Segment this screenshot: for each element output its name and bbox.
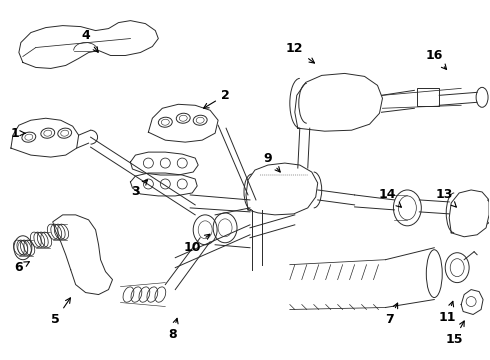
Text: 13: 13 — [436, 188, 456, 207]
Text: 5: 5 — [51, 298, 71, 326]
Text: 2: 2 — [204, 89, 229, 108]
Text: 11: 11 — [439, 301, 456, 324]
Text: 3: 3 — [131, 180, 147, 198]
Text: 9: 9 — [264, 152, 280, 172]
Text: 15: 15 — [445, 321, 464, 346]
Bar — [417, 88, 439, 106]
Text: 4: 4 — [81, 29, 98, 52]
Text: 8: 8 — [168, 318, 178, 341]
Text: 1: 1 — [10, 127, 25, 140]
Text: 14: 14 — [379, 188, 401, 207]
Text: 16: 16 — [426, 49, 446, 69]
Text: 7: 7 — [385, 303, 397, 326]
Text: 6: 6 — [15, 261, 29, 274]
Text: 12: 12 — [286, 42, 315, 63]
Text: 10: 10 — [183, 234, 210, 254]
